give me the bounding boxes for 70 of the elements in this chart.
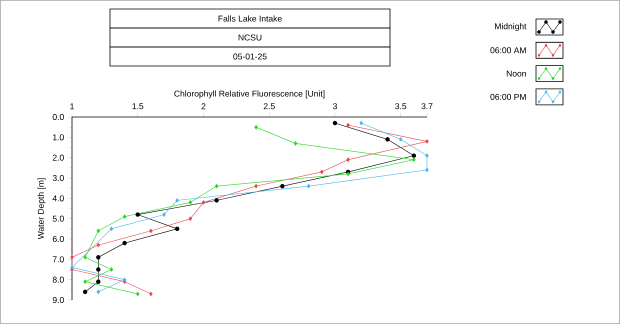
y-tick-label: 5.0 [52, 216, 64, 222]
point [280, 184, 285, 188]
y-tick-label: 4.0 [52, 195, 64, 202]
point [214, 198, 219, 203]
point [136, 212, 140, 217]
x-tick-label: 3.7 [421, 103, 432, 110]
legend-label: 06:00 PM [490, 94, 526, 100]
y-tick-label: 0.0 [52, 114, 64, 120]
point [425, 153, 429, 158]
point [96, 228, 100, 234]
point [149, 292, 153, 296]
x-axis-title: Chlorophyll Relative Fluorescence [Unit] [174, 90, 324, 98]
point [188, 200, 192, 205]
x-tick-label: 1 [70, 103, 74, 110]
point [122, 214, 126, 219]
point [70, 255, 74, 260]
point [96, 242, 100, 248]
point [162, 212, 166, 217]
point [96, 255, 100, 260]
point [385, 137, 390, 142]
y-tick-label: 8.0 [52, 276, 64, 283]
chart-subtitle: NCSU [238, 34, 262, 40]
point [254, 184, 258, 188]
point [149, 228, 153, 234]
y-tick-label: 3.0 [52, 175, 64, 182]
point [175, 198, 179, 203]
point [96, 290, 100, 294]
y-tick-label: 6.0 [52, 236, 64, 242]
legend-label: Noon [506, 70, 526, 77]
x-tick-label: 2.5 [264, 103, 275, 110]
text: 05-01-25 [233, 53, 267, 60]
point [122, 240, 127, 246]
point [174, 226, 180, 232]
point [82, 290, 88, 294]
point [320, 170, 324, 174]
point [332, 120, 338, 126]
point [83, 255, 87, 260]
point [188, 216, 192, 221]
y-tick-label: 7.0 [52, 256, 64, 262]
point [254, 124, 258, 130]
point [360, 120, 363, 126]
point [294, 141, 298, 146]
y-tick-label: 9.0 [52, 297, 64, 304]
point [346, 122, 350, 128]
point [110, 267, 114, 272]
point [96, 267, 100, 272]
point [412, 158, 416, 162]
point [425, 139, 429, 144]
y-tick-label: 2.0 [52, 154, 64, 161]
point [122, 277, 126, 282]
point [214, 184, 218, 188]
x-tick-label: 3 [332, 103, 337, 110]
point [412, 153, 416, 158]
point [306, 184, 310, 188]
point [346, 158, 350, 162]
point [96, 280, 100, 284]
y-axis-title: Water Depth [m] [38, 178, 46, 240]
point [136, 292, 140, 296]
y-tick-label: 1.0 [53, 134, 64, 140]
point [83, 280, 87, 284]
x-tick-label: 1.5 [132, 103, 144, 110]
legend-label: Midnight [495, 23, 526, 31]
point [425, 168, 429, 172]
legend-label: 06:00 AM [490, 47, 526, 54]
chart-title: Falls Lake Intake [218, 15, 282, 22]
point [110, 226, 114, 232]
point [202, 200, 206, 205]
x-tick-label: 3.5 [395, 103, 406, 110]
point [398, 137, 402, 142]
x-tick-label: 2 [202, 103, 206, 110]
